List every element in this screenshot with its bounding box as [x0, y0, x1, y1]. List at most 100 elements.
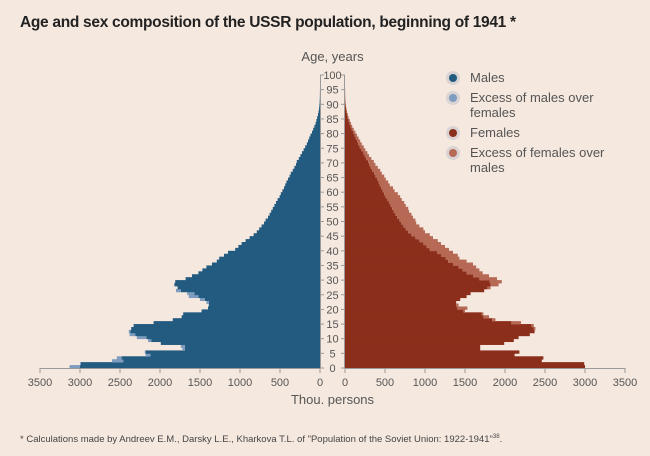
male-bar: [208, 306, 320, 310]
male-bar: [249, 236, 320, 240]
male-bar: [184, 347, 320, 351]
x-tick-label-left: 2500: [108, 377, 132, 389]
male-bar: [276, 200, 320, 205]
male-bar: [259, 227, 320, 231]
female-bar: [345, 326, 534, 331]
male-excess-bar: [180, 344, 185, 348]
female-excess-bar: [351, 127, 354, 132]
female-bar: [345, 198, 388, 202]
female-bar: [345, 203, 391, 208]
male-bar: [194, 291, 320, 296]
legend-item-excess-females: Excess of females over males: [446, 145, 646, 175]
male-bar: [181, 315, 320, 319]
female-bar: [345, 200, 389, 205]
female-excess-bar: [426, 244, 445, 249]
female-bar: [345, 159, 369, 164]
legend-label: Males: [470, 70, 505, 85]
female-bar: [345, 118, 349, 123]
female-bar: [345, 259, 449, 263]
age-tick-label: 15: [326, 319, 338, 331]
axes: 0 5 10 15 20 25 30 35 40 45 50 55 60 65 70 75 80 85 90 95 10…: [28, 70, 637, 389]
female-excess-bar: [453, 262, 473, 266]
female-bar: [345, 113, 347, 117]
male-bar: [80, 362, 320, 366]
female-bar: [345, 124, 351, 129]
female-bar: [345, 209, 394, 214]
male-bar: [238, 244, 320, 249]
female-excess-bar: [348, 118, 350, 123]
male-bar: [286, 180, 320, 184]
female-bars: [345, 86, 585, 369]
footnote-text: * Calculations made by Andreev E.M., Dar…: [20, 434, 493, 446]
excess-males-dot: [449, 94, 457, 102]
female-bar: [345, 239, 420, 243]
female-excess-bar: [375, 174, 385, 178]
male-bar: [172, 318, 320, 322]
female-excess-bar: [379, 183, 390, 187]
legend-label: Excess of females over males: [470, 145, 605, 175]
male-bar: [261, 224, 320, 228]
male-bar: [315, 121, 320, 126]
female-bar: [345, 151, 363, 155]
female-excess-bar: [359, 145, 364, 149]
female-bar: [345, 154, 365, 158]
male-bar: [279, 195, 320, 199]
female-bar: [345, 142, 359, 146]
male-bar: [201, 309, 320, 313]
female-bar: [345, 104, 346, 108]
male-bar: [319, 107, 320, 111]
female-bar: [345, 171, 375, 176]
male-bar: [235, 247, 320, 252]
male-bar: [219, 256, 320, 260]
male-bar: [185, 277, 320, 281]
female-bar: [345, 145, 360, 149]
age-tick-label: 80: [326, 129, 338, 141]
male-bar: [316, 118, 320, 123]
female-bar: [345, 256, 446, 260]
female-bar: [345, 303, 457, 307]
female-excess-bar: [489, 280, 502, 284]
females-swatch-icon: [446, 126, 460, 140]
x-tick-label-left: 500: [271, 377, 289, 389]
x-tick-label-left: 3000: [68, 377, 92, 389]
female-excess-bar: [437, 250, 453, 255]
female-bar: [345, 280, 490, 284]
legend-item-females: Females: [446, 125, 646, 140]
male-bar: [282, 189, 320, 193]
female-bar: [345, 148, 362, 152]
male-excess-bar: [144, 350, 146, 354]
female-bar: [345, 312, 482, 316]
male-bar: [208, 300, 320, 304]
female-excess-bar: [346, 110, 347, 114]
excess-males-swatch-icon: [446, 91, 460, 105]
female-bar: [345, 192, 385, 196]
female-excess-bar: [463, 309, 465, 313]
female-excess-bar: [466, 271, 483, 275]
female-bar: [345, 347, 481, 351]
female-bar: [345, 356, 544, 360]
male-bar: [241, 242, 320, 246]
male-excess-bar: [136, 335, 147, 340]
male-bar: [302, 151, 320, 155]
female-excess-bar: [384, 192, 398, 196]
female-bar: [345, 168, 373, 173]
female-bar: [345, 353, 515, 357]
female-bar: [345, 230, 409, 234]
male-bar: [308, 139, 320, 143]
male-bars: [69, 89, 320, 369]
male-excess-bar: [148, 338, 152, 343]
female-excess-bar: [368, 159, 374, 164]
females-dot: [449, 129, 457, 137]
x-tick-label-right: 3500: [613, 377, 637, 389]
male-bar: [289, 174, 320, 178]
male-excess-bar: [187, 291, 195, 296]
y-axis-label: Age, years: [301, 49, 364, 64]
female-bar: [345, 247, 430, 252]
female-excess-bar: [377, 177, 386, 181]
legend-item-males: Males: [446, 70, 646, 85]
female-bar: [345, 110, 347, 114]
female-excess-bar: [419, 239, 438, 243]
female-bar: [345, 215, 397, 219]
male-bar: [305, 145, 320, 149]
